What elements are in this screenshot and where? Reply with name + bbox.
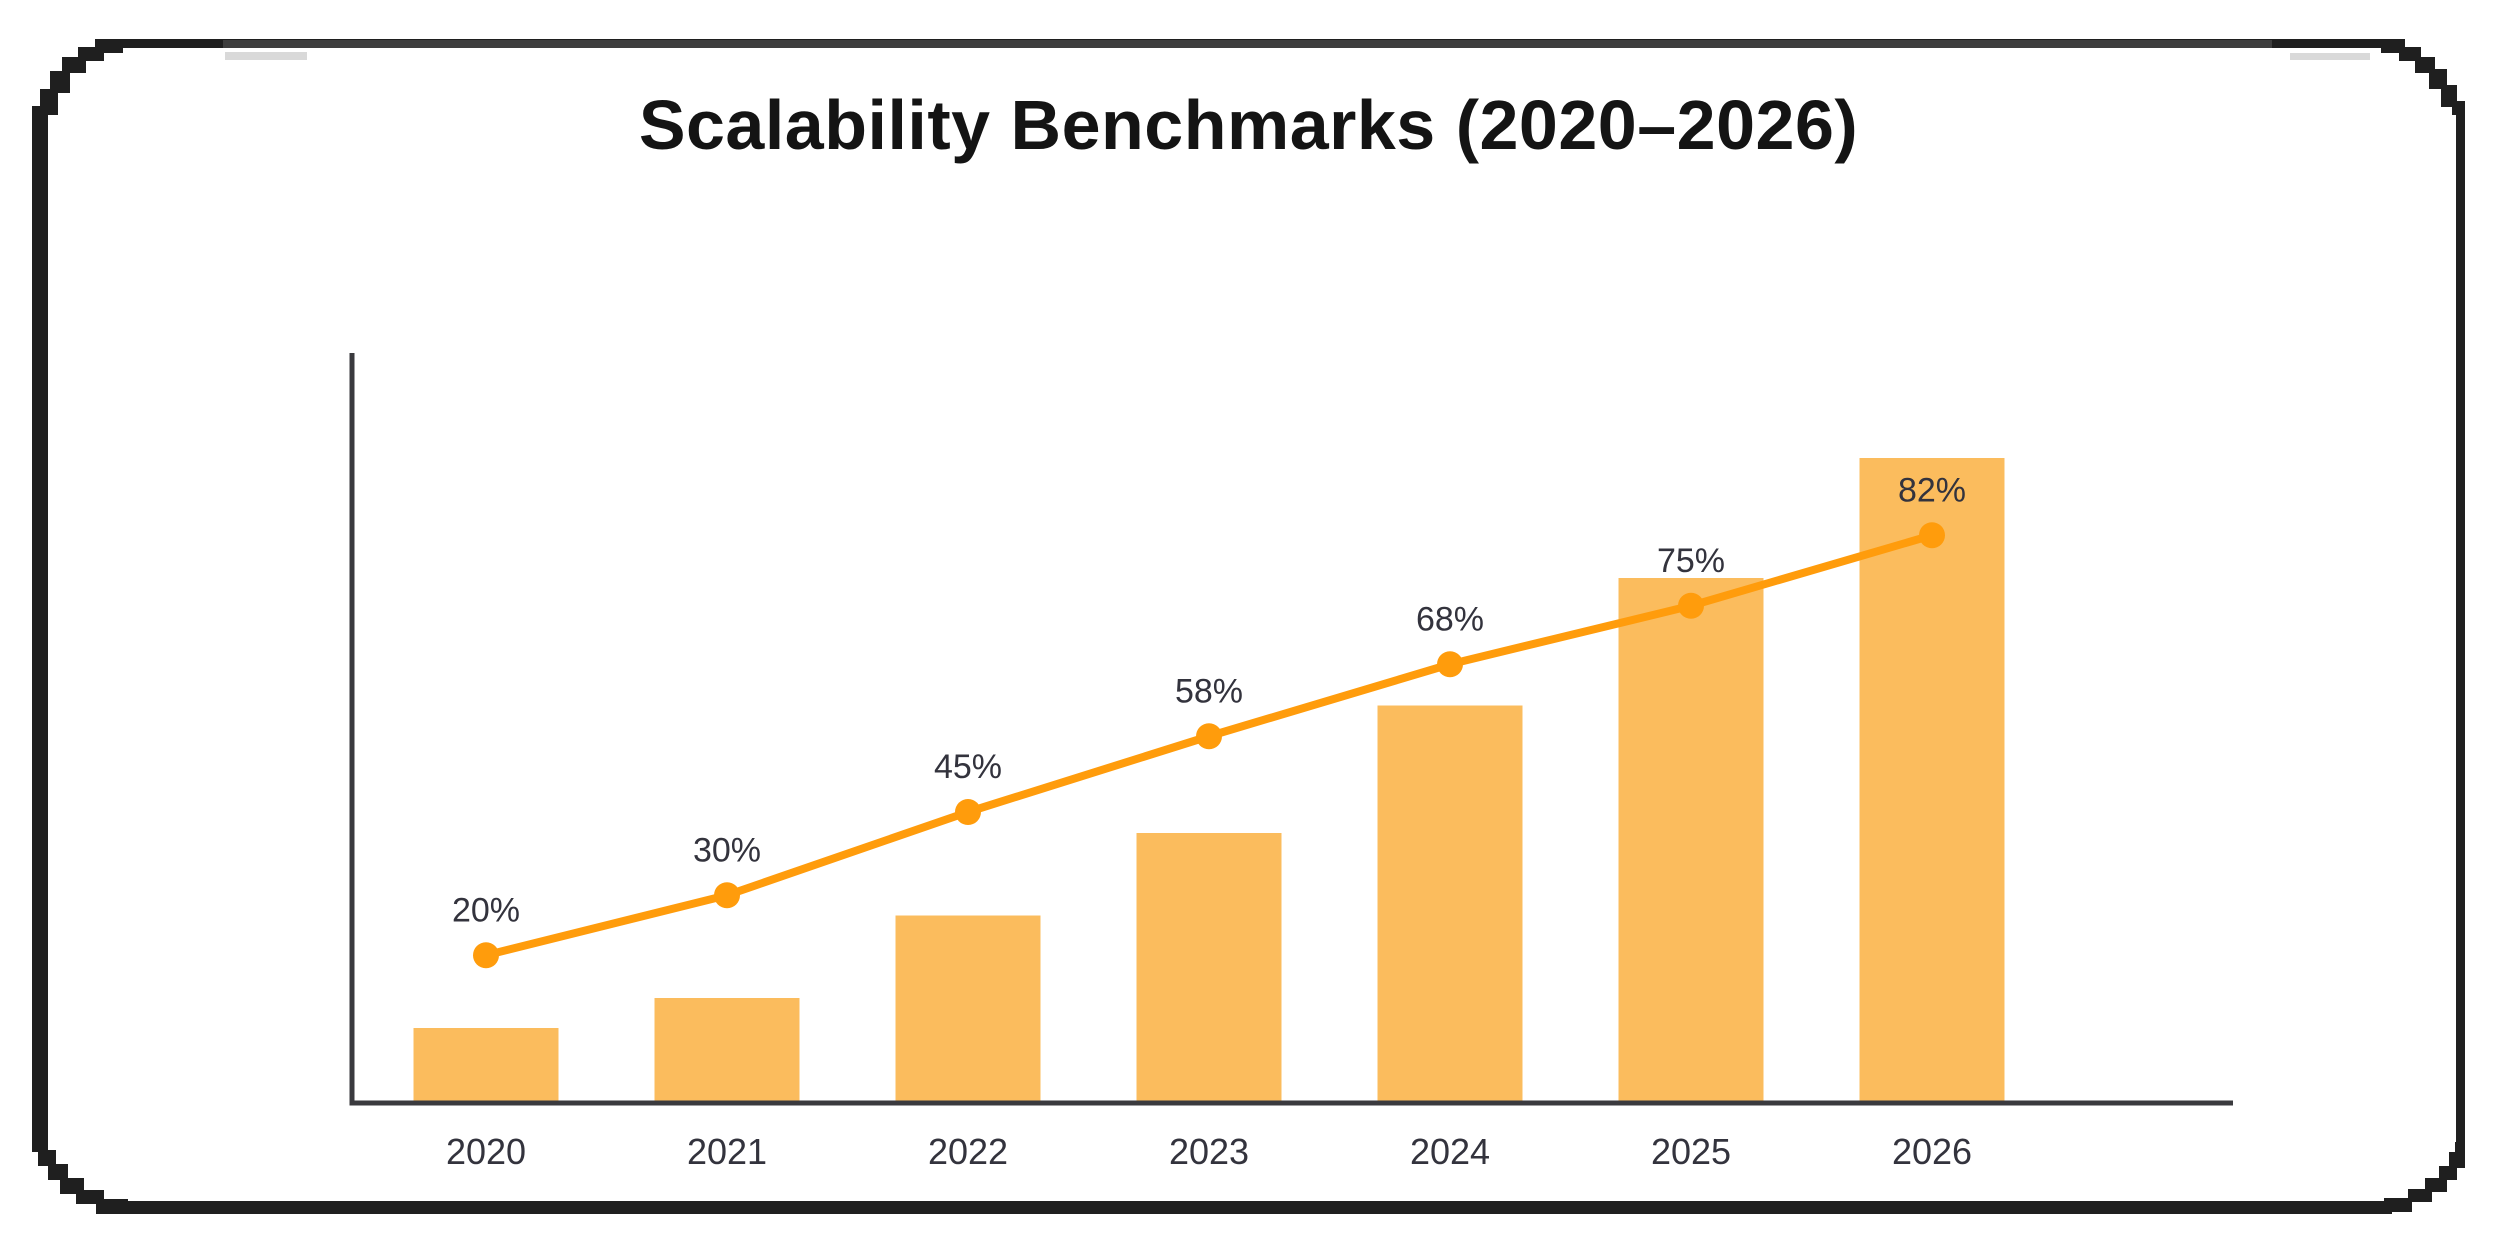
frame-right-edge [2456, 104, 2465, 1152]
frame-bottom-edge [104, 1201, 2392, 1214]
x-tick-2022: 2022 [928, 1131, 1008, 1172]
frame-smudge-right [2290, 53, 2370, 60]
x-tick-2026: 2026 [1892, 1131, 1972, 1172]
x-tick-2025: 2025 [1651, 1131, 1731, 1172]
value-label-2021: 30% [693, 831, 761, 869]
value-label-2024: 68% [1416, 600, 1484, 638]
point-2023 [1196, 723, 1222, 750]
chart-title: Scalability Benchmarks (2020–2026) [638, 86, 1859, 164]
point-2020 [473, 942, 499, 969]
x-tick-2020: 2020 [446, 1131, 526, 1172]
value-label-2025: 75% [1657, 542, 1725, 580]
x-tick-2024: 2024 [1410, 1131, 1490, 1172]
bar-2021 [654, 998, 800, 1103]
point-2024 [1437, 651, 1463, 678]
x-tick-2023: 2023 [1169, 1131, 1249, 1172]
point-2026 [1919, 522, 1945, 549]
value-label-2026: 82% [1898, 471, 1966, 509]
bar-2025 [1618, 578, 1764, 1103]
bar-2022 [895, 915, 1041, 1103]
value-label-2022: 45% [934, 748, 1002, 786]
point-2021 [714, 882, 740, 909]
bar-2023 [1136, 833, 1282, 1103]
frame-left-edge [32, 110, 48, 1142]
point-2022 [955, 799, 981, 825]
x-tick-2021: 2021 [687, 1131, 767, 1172]
bar-2020 [413, 1028, 559, 1103]
value-label-2023: 58% [1175, 672, 1243, 710]
bar-2026 [1859, 458, 2005, 1103]
value-label-2020: 20% [452, 891, 520, 929]
frame-smudge-left [225, 52, 307, 60]
point-2025 [1678, 592, 1704, 619]
frame-top-accent [223, 40, 2272, 48]
bar-2024 [1377, 705, 1523, 1103]
